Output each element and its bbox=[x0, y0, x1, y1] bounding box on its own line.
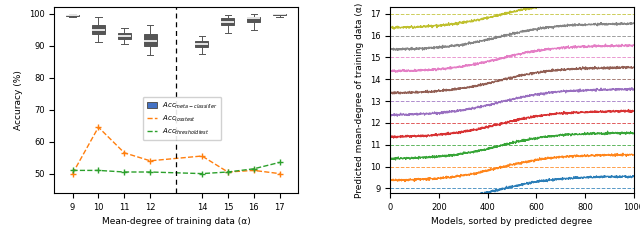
PathPatch shape bbox=[92, 25, 105, 34]
PathPatch shape bbox=[144, 34, 157, 46]
Y-axis label: Predicted mean-degree of training data (α): Predicted mean-degree of training data (… bbox=[355, 2, 364, 198]
PathPatch shape bbox=[273, 14, 286, 15]
Y-axis label: Accuracy (%): Accuracy (%) bbox=[14, 70, 24, 130]
PathPatch shape bbox=[118, 33, 131, 39]
PathPatch shape bbox=[221, 18, 234, 25]
X-axis label: Models, sorted by predicted degree: Models, sorted by predicted degree bbox=[431, 217, 593, 226]
X-axis label: Mean-degree of training data (α): Mean-degree of training data (α) bbox=[102, 217, 250, 226]
PathPatch shape bbox=[195, 41, 209, 47]
PathPatch shape bbox=[247, 17, 260, 22]
Legend: $\mathit{Acc}_{\mathit{meta-classifier}}$, $\mathit{Acc}_{\mathit{losstest}}$, $: $\mathit{Acc}_{\mathit{meta-classifier}}… bbox=[143, 97, 221, 140]
PathPatch shape bbox=[66, 15, 79, 16]
